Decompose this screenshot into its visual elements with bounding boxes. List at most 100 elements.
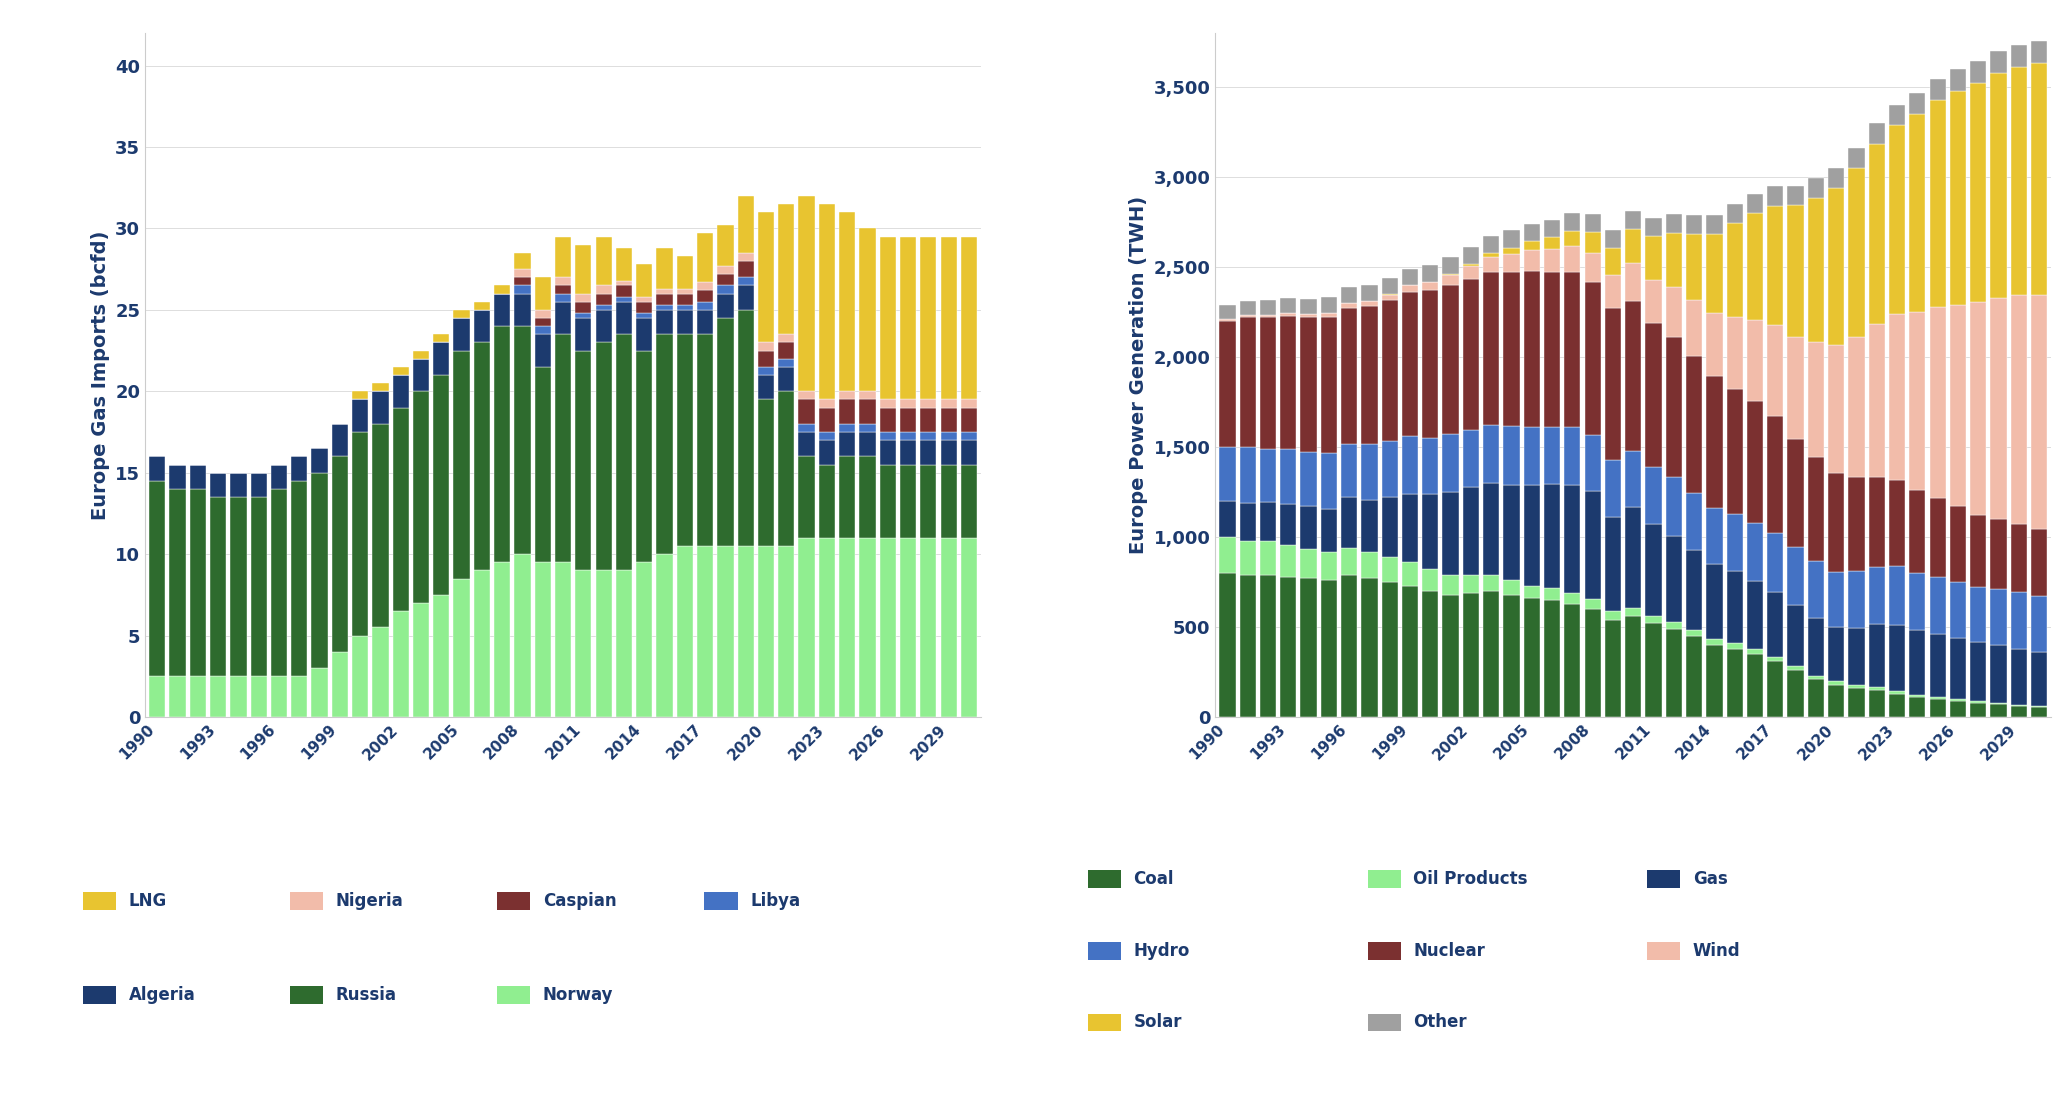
Bar (1950, 90, 1966, 304)
Bar (798, 457, 814, 538)
Bar (1442, 435, 1459, 492)
Text: Libya: Libya (750, 892, 800, 910)
Bar (2010, 706, 2026, 717)
Bar (576, 313, 591, 318)
Bar (881, 464, 895, 538)
Bar (881, 408, 895, 432)
Bar (412, 392, 429, 603)
Bar (961, 432, 978, 440)
Bar (798, 538, 814, 717)
Bar (1523, 586, 1539, 598)
Bar (1788, 185, 1805, 205)
Bar (920, 464, 937, 538)
Bar (961, 440, 978, 464)
Bar (920, 440, 937, 464)
Bar (758, 399, 775, 546)
Bar (514, 253, 530, 269)
Bar (292, 676, 307, 717)
Bar (1950, 700, 1966, 717)
Bar (1726, 317, 1743, 388)
Bar (1523, 270, 1539, 427)
Bar (352, 432, 369, 635)
Bar (1767, 534, 1784, 592)
Bar (1970, 587, 1987, 642)
Bar (2010, 67, 2026, 296)
Bar (615, 297, 632, 302)
Bar (1218, 304, 1235, 319)
Bar (738, 261, 754, 277)
Bar (1585, 253, 1602, 282)
Bar (1908, 114, 1925, 312)
Bar (1341, 308, 1357, 445)
Bar (779, 358, 794, 367)
Bar (230, 473, 247, 497)
Bar (696, 334, 713, 546)
Bar (1950, 699, 1966, 700)
Bar (1908, 312, 1925, 490)
Bar (271, 489, 288, 676)
Bar (474, 302, 489, 310)
Bar (1403, 286, 1417, 292)
Bar (191, 464, 205, 489)
Bar (1442, 257, 1459, 274)
Bar (1403, 269, 1417, 285)
Bar (678, 334, 692, 546)
Bar (696, 290, 713, 302)
Bar (1361, 306, 1378, 445)
Bar (881, 432, 895, 440)
Bar (1361, 553, 1378, 578)
Bar (1218, 319, 1235, 321)
Bar (1707, 234, 1722, 313)
Bar (595, 570, 611, 717)
Bar (717, 266, 733, 274)
Bar (1260, 318, 1276, 449)
Bar (779, 334, 794, 342)
Bar (1585, 436, 1602, 491)
Bar (798, 196, 814, 392)
Bar (2031, 41, 2047, 63)
Text: Nuclear: Nuclear (1413, 942, 1486, 960)
Bar (2031, 706, 2047, 707)
Bar (1484, 272, 1500, 426)
Bar (899, 432, 916, 440)
Bar (1747, 320, 1763, 400)
Bar (555, 302, 572, 334)
Bar (555, 277, 572, 286)
Bar (860, 228, 876, 392)
Bar (1504, 485, 1519, 580)
Bar (1747, 580, 1763, 649)
Bar (1585, 232, 1602, 253)
Bar (678, 306, 692, 310)
Bar (1341, 303, 1357, 308)
Bar (615, 334, 632, 570)
Bar (1280, 504, 1297, 545)
Bar (1726, 514, 1743, 571)
Bar (1260, 542, 1276, 575)
Bar (1929, 577, 1946, 634)
Bar (1239, 300, 1256, 315)
Bar (920, 237, 937, 399)
Bar (920, 432, 937, 440)
Bar (1687, 493, 1703, 550)
Bar (738, 196, 754, 253)
Bar (798, 392, 814, 399)
Bar (1585, 599, 1602, 609)
Bar (758, 375, 775, 399)
Bar (1301, 548, 1316, 578)
Text: Nigeria: Nigeria (336, 892, 404, 910)
Bar (839, 212, 856, 392)
Bar (818, 408, 835, 432)
Bar (1908, 630, 1925, 695)
Bar (1869, 124, 1886, 143)
Text: LNG: LNG (128, 892, 166, 910)
Bar (1747, 400, 1763, 523)
Bar (514, 554, 530, 717)
Bar (595, 237, 611, 286)
Bar (1361, 445, 1378, 500)
Bar (2031, 63, 2047, 296)
Bar (1361, 285, 1378, 301)
Bar (1504, 426, 1519, 485)
Bar (1421, 494, 1438, 569)
Bar (696, 310, 713, 334)
Bar (1767, 324, 1784, 417)
